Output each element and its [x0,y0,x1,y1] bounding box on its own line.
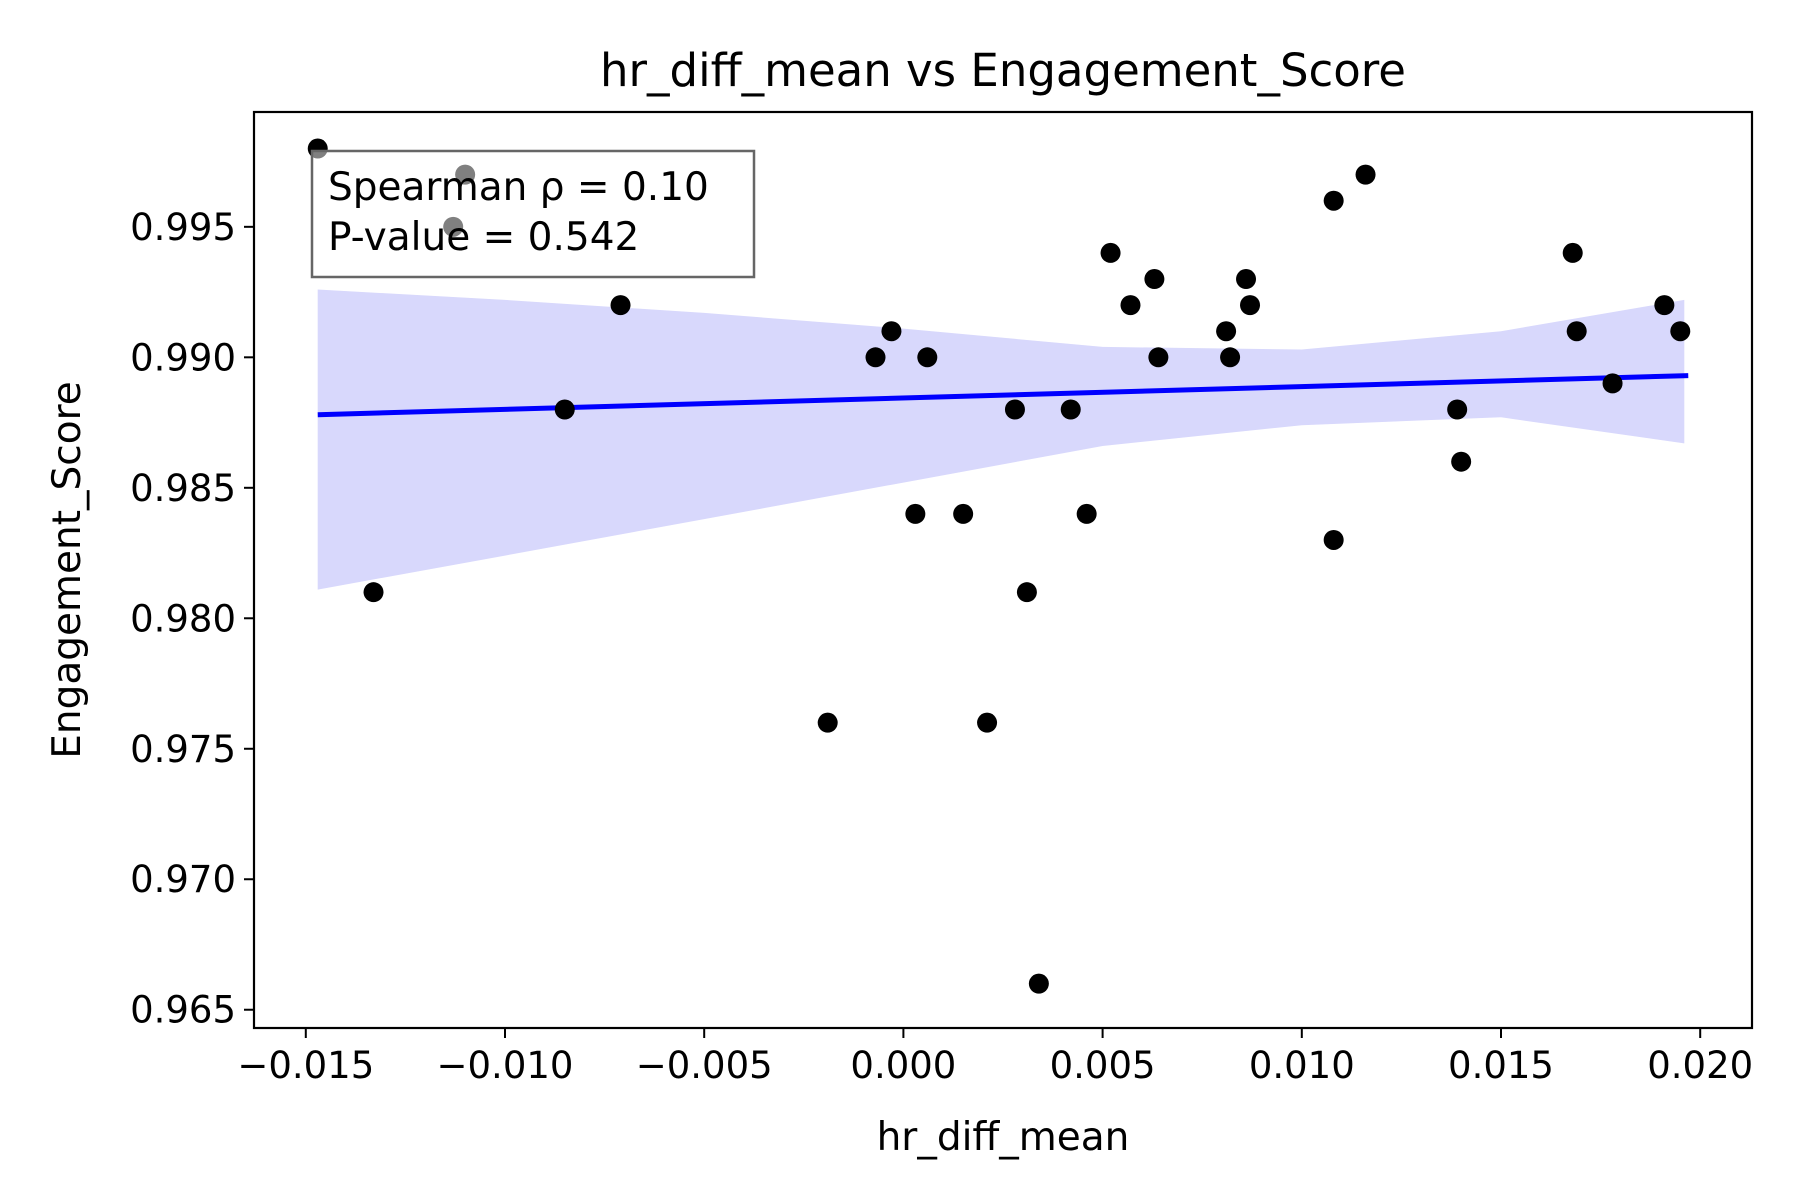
y-tick-label: 0.975 [130,728,236,771]
data-point-7 [865,347,886,368]
chart-title: hr_diff_mean vs Engagement_Score [600,44,1406,97]
data-point-4 [554,399,575,420]
confidence-band-layer [317,289,1685,590]
y-tick-label: 0.970 [130,858,236,901]
y-axis-label: Engagement_Score [45,381,90,759]
x-tick-label: 0.010 [1249,1044,1355,1087]
data-point-21 [1148,347,1169,368]
y-tick-label: 0.985 [130,467,236,510]
x-axis-label: hr_diff_mean [877,1115,1130,1160]
regression-line [317,373,1689,418]
data-point-5 [610,295,631,316]
data-point-18 [1100,242,1121,263]
data-point-3 [363,582,384,603]
x-tick-label: 0.005 [1050,1044,1156,1087]
y-tick-label: 0.980 [130,597,236,640]
data-point-29 [1447,399,1468,420]
data-point-30 [1451,451,1472,472]
x-tick-label: −0.005 [636,1044,773,1087]
y-axis-ticks: 0.965 0.970 0.975 0.980 0.985 0.990 0.995 [130,206,254,1032]
x-tick-label: 0.015 [1448,1044,1554,1087]
x-tick-label: −0.015 [237,1044,374,1087]
stats-annotation: Spearman ρ = 0.10 P-value = 0.542 [310,149,756,279]
data-point-17 [1076,503,1097,524]
data-point-19 [1120,295,1141,316]
data-point-22 [1216,321,1237,342]
data-point-27 [1323,190,1344,211]
data-point-11 [953,503,974,524]
data-point-10 [917,347,938,368]
data-point-14 [1016,582,1037,603]
data-point-8 [881,321,902,342]
y-tick-label: 0.965 [130,989,236,1032]
data-point-25 [1240,295,1261,316]
data-point-9 [905,503,926,524]
data-point-33 [1602,373,1623,394]
data-point-6 [817,712,838,733]
regression-line-layer [317,373,1689,418]
confidence-band [317,289,1685,590]
x-tick-label: 0.020 [1647,1044,1753,1087]
data-point-34 [1654,295,1675,316]
x-axis-ticks: −0.015 −0.010 −0.005 0.000 0.005 0.010 0.015 0.… [237,1028,1753,1087]
data-point-15 [1028,973,1049,994]
data-point-35 [1670,321,1691,342]
annotation-spearman: Spearman ρ = 0.10 [328,165,709,210]
annotation-p-value: P-value = 0.542 [328,215,639,260]
data-point-23 [1220,347,1241,368]
data-point-24 [1236,269,1257,290]
data-point-32 [1566,321,1587,342]
annotation-box [310,149,756,279]
data-point-13 [1004,399,1025,420]
y-tick-label: 0.990 [130,336,236,379]
data-point-28 [1355,164,1376,185]
data-point-16 [1060,399,1081,420]
data-point-20 [1144,269,1165,290]
data-point-26 [1323,529,1344,550]
data-point-12 [977,712,998,733]
data-point-31 [1562,242,1583,263]
plot-frame [252,110,1754,1030]
x-tick-label: −0.010 [437,1044,574,1087]
x-tick-label: 0.000 [850,1044,956,1087]
y-tick-label: 0.995 [130,206,236,249]
